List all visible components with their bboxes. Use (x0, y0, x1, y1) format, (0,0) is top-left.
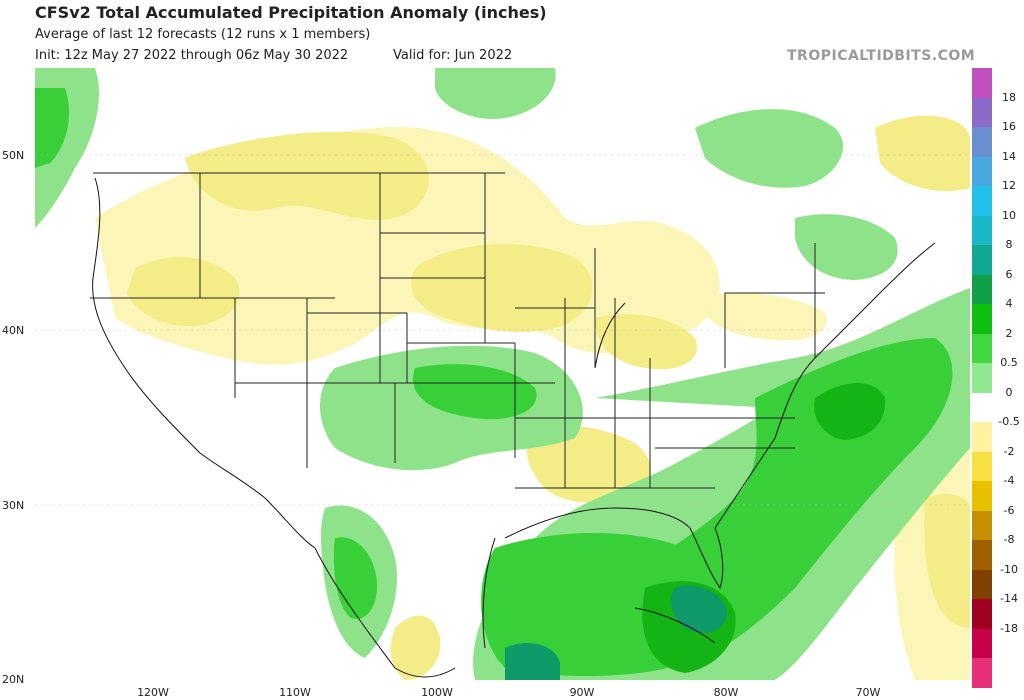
colorbar-label: 14 (1002, 149, 1016, 163)
colorbar-swatch (972, 68, 992, 98)
colorbar-label: 18 (1002, 90, 1016, 104)
colorbar-swatch (972, 599, 992, 629)
colorbar-label: 4 (1005, 297, 1013, 311)
lat-label-30n: 30N (2, 499, 25, 512)
colorbar-swatch (972, 451, 992, 482)
colorbar-swatch (972, 481, 992, 511)
page-title: CFSv2 Total Accumulated Precipitation An… (35, 3, 547, 22)
colorbar-swatch (972, 245, 992, 275)
colorbar (972, 68, 992, 688)
colorbar-label: 6 (1005, 267, 1013, 281)
colorbar-swatch (972, 628, 992, 659)
lon-label-110w: 110W (279, 686, 311, 699)
colorbar-label: 16 (1002, 120, 1016, 134)
colorbar-swatch (972, 156, 992, 187)
lon-label-80w: 80W (713, 686, 739, 699)
colorbar-swatch (972, 186, 992, 216)
colorbar-swatch (972, 510, 992, 541)
lon-label-100w: 100W (421, 686, 453, 699)
precipitation-map (35, 68, 970, 680)
colorbar-label: -10 (1000, 562, 1018, 576)
colorbar-label: -18 (1000, 621, 1018, 635)
colorbar-label: 0.5 (1000, 356, 1018, 370)
colorbar-label: -6 (1003, 503, 1015, 517)
colorbar-swatch (972, 392, 992, 423)
dry-anomaly-regions (95, 115, 970, 680)
wet-anomaly-regions (35, 68, 970, 680)
colorbar-swatch (972, 215, 992, 246)
colorbar-label: -14 (1000, 592, 1018, 606)
colorbar-swatch (972, 333, 992, 364)
colorbar-swatch (972, 658, 992, 688)
lon-label-120w: 120W (137, 686, 169, 699)
colorbar-label: 2 (1005, 326, 1013, 340)
colorbar-swatch (972, 569, 992, 600)
colorbar-swatch (972, 363, 992, 393)
colorbar-swatch (972, 97, 992, 128)
colorbar-label: -4 (1003, 474, 1015, 488)
colorbar-label: 10 (1002, 208, 1016, 222)
lat-label-20n: 20N (2, 673, 25, 686)
colorbar-label: -2 (1003, 444, 1015, 458)
colorbar-label: 8 (1005, 238, 1013, 252)
source-watermark: TROPICALTIDBITS.COM (787, 48, 976, 64)
state-borders (90, 172, 825, 489)
init-time: Init: 12z May 27 2022 through 06z May 30… (35, 48, 349, 63)
lat-label-40n: 40N (2, 324, 25, 337)
colorbar-label: -0.5 (998, 415, 1020, 429)
colorbar-swatch (972, 127, 992, 157)
coastlines (92, 177, 936, 678)
subtitle: Average of last 12 forecasts (12 runs x … (35, 27, 371, 42)
lon-label-70w: 70W (855, 686, 881, 699)
colorbar-swatch (972, 304, 992, 334)
colorbar-swatch (972, 422, 992, 452)
colorbar-label: 0 (1005, 385, 1013, 399)
colorbar-label: 12 (1002, 179, 1016, 193)
map-svg (35, 68, 970, 680)
valid-time: Valid for: Jun 2022 (393, 48, 513, 63)
lon-label-90w: 90W (569, 686, 595, 699)
colorbar-label: -8 (1003, 533, 1015, 547)
colorbar-swatch (972, 540, 992, 570)
lat-label-50n: 50N (2, 149, 25, 162)
colorbar-swatch (972, 274, 992, 305)
